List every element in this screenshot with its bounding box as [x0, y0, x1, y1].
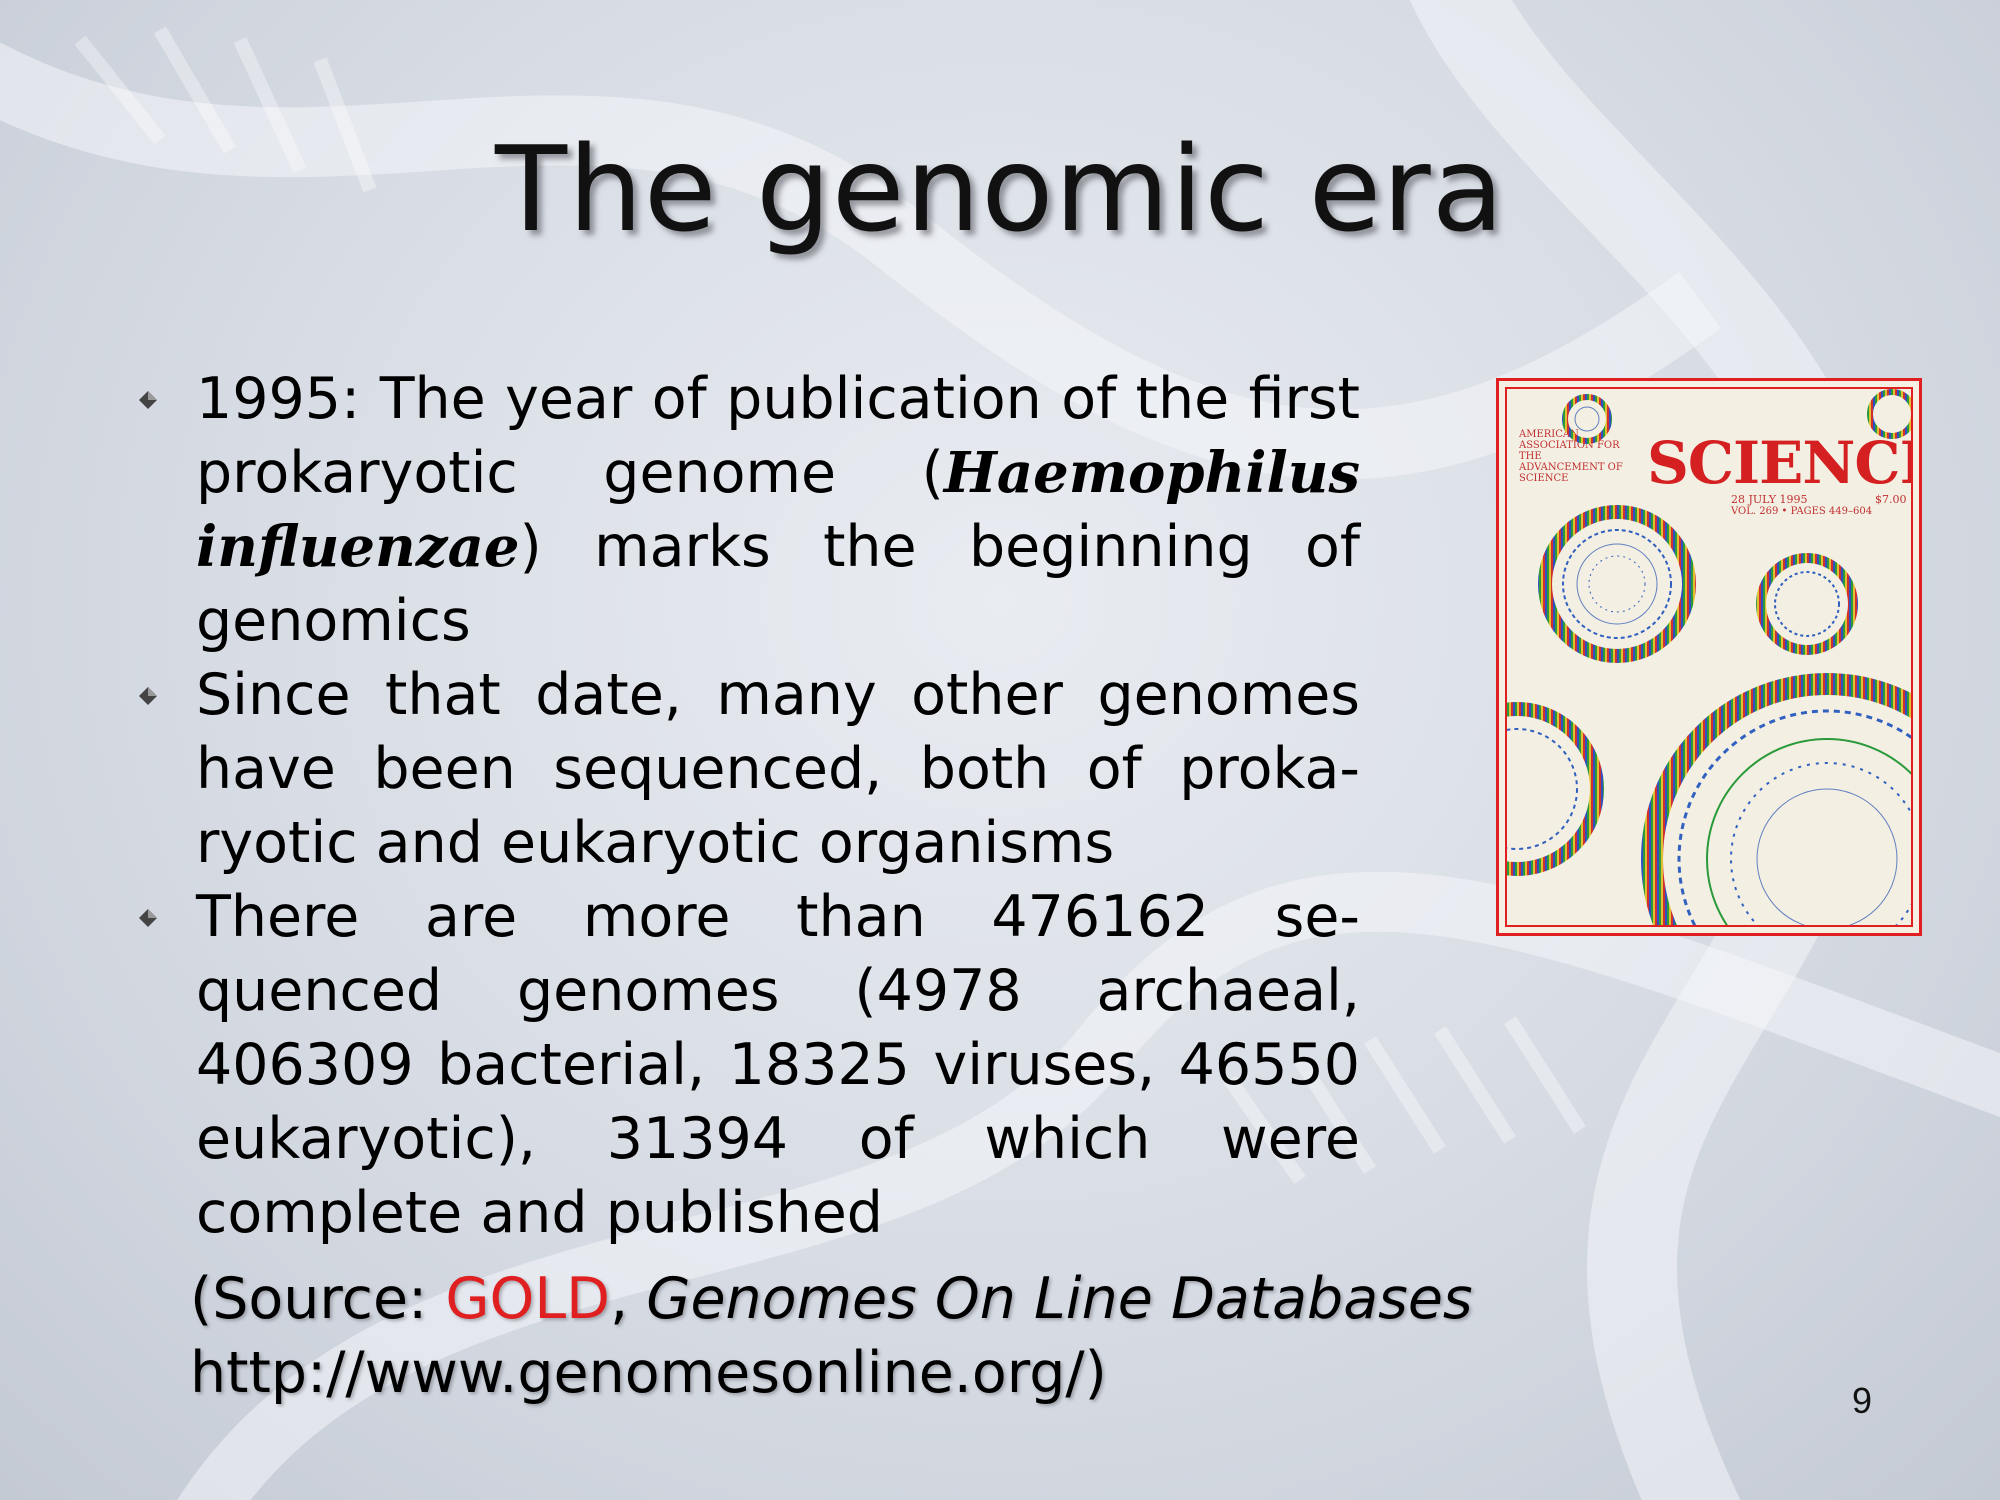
- bullet-text: Since that date, many other genomes have…: [196, 662, 1360, 876]
- species-name: Haemophilus influenzae: [196, 440, 1360, 580]
- slide-title: The genomic era: [495, 120, 1505, 258]
- slide-number: 9: [1852, 1380, 1873, 1421]
- cover-price: $7.00: [1875, 493, 1907, 506]
- cover-publisher: AMERICAN ASSOCIATION FOR THE ADVANCEMENT…: [1519, 429, 1623, 484]
- bullet-text: There are more than 476162 se-quenced ge…: [196, 884, 1360, 1246]
- genome-map-circles: [1507, 389, 1911, 925]
- cover-journal-title: SCIENCE: [1647, 429, 1911, 497]
- diamond-bullet-icon: [139, 391, 157, 409]
- database-name: Genomes On Line Databases: [646, 1266, 1473, 1332]
- cover-frame: AMERICAN ASSOCIATION FOR THE ADVANCEMENT…: [1505, 387, 1913, 927]
- bullet-item: 1995: The year of publication of the fir…: [130, 362, 1360, 658]
- bullet-list: 1995: The year of publication of the fir…: [130, 362, 1360, 1250]
- source-prefix: (Source:: [190, 1266, 446, 1332]
- source-citation: (Source: GOLD, Genomes On Line Databases…: [190, 1262, 1610, 1410]
- bullet-item: Since that date, many other genomes have…: [130, 658, 1360, 880]
- diamond-bullet-icon: [139, 687, 157, 705]
- bullet-item: There are more than 476162 se-quenced ge…: [130, 880, 1360, 1250]
- source-url-link[interactable]: http://www.genomesonline.org/: [190, 1340, 1085, 1406]
- cover-date: 28 JULY 1995: [1731, 493, 1808, 506]
- cover-volume: VOL. 269 • PAGES 449–604: [1731, 506, 1873, 517]
- bullet-text: ) marks the beginning of genomics: [196, 514, 1360, 654]
- genome-circle: [1562, 394, 1612, 444]
- science-cover-image: AMERICAN ASSOCIATION FOR THE ADVANCEMENT…: [1496, 378, 1922, 936]
- source-suffix: ): [1084, 1340, 1107, 1406]
- source-separator: ,: [610, 1266, 647, 1332]
- gold-link[interactable]: GOLD: [445, 1266, 611, 1332]
- diamond-bullet-icon: [139, 909, 157, 927]
- bullet-text: 1995: The year of publication of the fir…: [196, 366, 1360, 506]
